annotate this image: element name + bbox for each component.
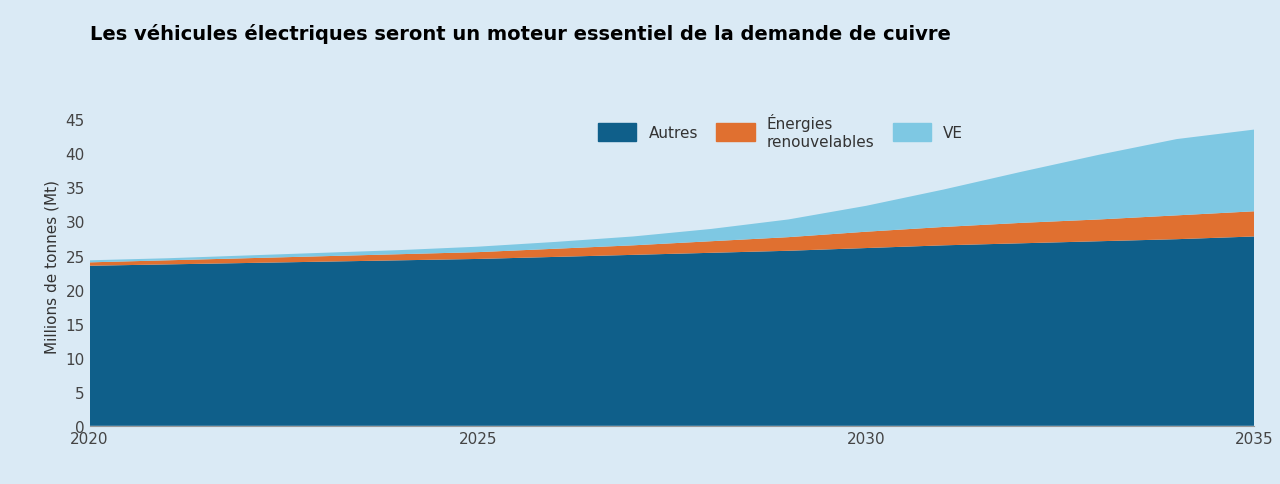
Legend: Autres, Énergies
renouvelables, VE: Autres, Énergies renouvelables, VE [598,114,964,150]
Text: Les véhicules électriques seront un moteur essentiel de la demande de cuivre: Les véhicules électriques seront un mote… [90,24,951,44]
Y-axis label: Millions de tonnes (Mt): Millions de tonnes (Mt) [45,180,60,353]
